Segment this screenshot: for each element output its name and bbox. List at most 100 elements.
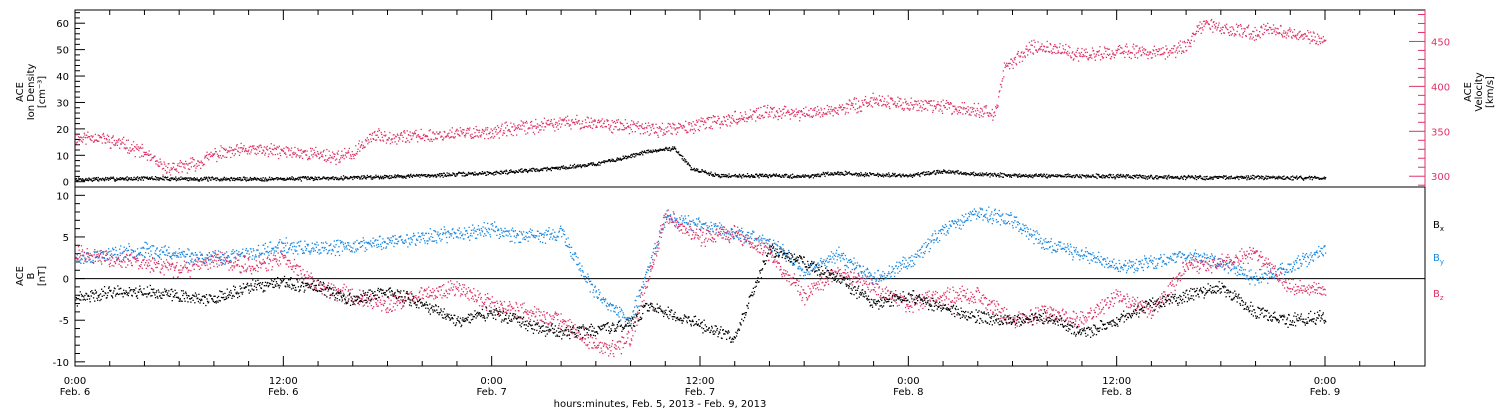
velocity-series-point xyxy=(401,132,402,133)
velocity-series-point xyxy=(938,110,939,111)
velocity-series-point xyxy=(779,116,780,117)
velocity-series-point xyxy=(977,108,978,109)
velocity-series-point xyxy=(1077,48,1078,49)
density-series-point xyxy=(129,178,130,179)
velocity-series-point xyxy=(1188,40,1189,41)
velocity-series-point xyxy=(585,119,586,120)
velocity-series-point xyxy=(1113,52,1114,53)
velocity-series-point xyxy=(192,157,193,158)
density-series-point xyxy=(401,175,402,176)
density-series-point xyxy=(1025,174,1026,175)
velocity-series-point xyxy=(698,119,699,120)
velocity-series-point xyxy=(176,168,177,169)
velocity-series-point xyxy=(1226,24,1227,25)
density-series-point xyxy=(556,168,557,169)
velocity-series-point xyxy=(150,154,151,155)
by-series-point xyxy=(110,251,111,252)
velocity-series-point xyxy=(400,135,401,136)
velocity-series-point xyxy=(343,155,344,156)
velocity-series-point xyxy=(1161,48,1162,49)
velocity-series-point xyxy=(610,125,611,126)
velocity-series-point xyxy=(831,111,832,112)
density-series-point xyxy=(1040,175,1041,176)
velocity-series-point xyxy=(1185,46,1186,47)
density-series-point xyxy=(758,175,759,176)
velocity-series-point xyxy=(943,100,944,101)
velocity-series-point xyxy=(766,112,767,113)
density-series-point xyxy=(85,178,86,179)
velocity-series-point xyxy=(908,105,909,106)
by-series-point xyxy=(245,250,246,251)
velocity-series-point xyxy=(1165,45,1166,46)
velocity-series-point xyxy=(260,145,261,146)
velocity-series-point xyxy=(1180,47,1181,48)
velocity-series-point xyxy=(1004,67,1005,68)
velocity-series-point xyxy=(728,115,729,116)
velocity-series-point xyxy=(688,122,689,123)
velocity-series-point xyxy=(94,141,95,142)
velocity-series-point xyxy=(202,165,203,166)
velocity-series-point xyxy=(226,149,227,150)
density-series-point xyxy=(591,163,592,164)
density-series-point xyxy=(482,171,483,172)
velocity-series-point xyxy=(702,118,703,119)
density-series-point xyxy=(696,168,697,169)
by-series-point xyxy=(160,249,161,250)
by-series-point xyxy=(345,243,346,244)
velocity-series-point xyxy=(381,134,382,135)
velocity-series-point xyxy=(576,115,577,116)
density-series-point xyxy=(180,176,181,177)
density-series-point xyxy=(783,175,784,176)
velocity-series-point xyxy=(1134,54,1135,55)
by-series-point xyxy=(256,256,257,257)
density-series-point xyxy=(818,174,819,175)
velocity-series-point xyxy=(647,131,648,132)
by-series-point xyxy=(279,241,280,242)
density-series-point xyxy=(143,180,144,181)
velocity-series-point xyxy=(316,156,317,157)
density-series-point xyxy=(1033,176,1034,177)
velocity-series-point xyxy=(917,104,918,105)
velocity-series-point xyxy=(752,114,753,115)
by-series-point xyxy=(145,252,146,253)
velocity-series-point xyxy=(774,115,775,116)
velocity-series-point xyxy=(531,121,532,122)
velocity-series-point xyxy=(1054,52,1055,53)
velocity-series-point xyxy=(500,130,501,131)
velocity-series-point xyxy=(1264,32,1265,33)
velocity-series-point xyxy=(909,110,910,111)
velocity-series-point xyxy=(723,124,724,125)
velocity-series-point xyxy=(534,133,535,134)
velocity-series-point xyxy=(333,158,334,159)
velocity-series-point xyxy=(1077,50,1078,51)
velocity-series-point xyxy=(999,90,1000,91)
velocity-series-point xyxy=(1133,48,1134,49)
velocity-series-point xyxy=(510,131,511,132)
velocity-series-point xyxy=(940,109,941,110)
density-series-point xyxy=(973,172,974,173)
velocity-series-point xyxy=(933,100,934,101)
density-series-point xyxy=(936,172,937,173)
velocity-series-point xyxy=(693,121,694,122)
velocity-series-point xyxy=(186,163,187,164)
velocity-series-point xyxy=(471,138,472,139)
by-series-point xyxy=(305,250,306,251)
velocity-series-point xyxy=(912,108,913,109)
density-series-point xyxy=(996,176,997,177)
density-series-point xyxy=(1019,173,1020,174)
by-series-point xyxy=(132,250,133,251)
by-series-point xyxy=(114,254,115,255)
density-series-point xyxy=(357,178,358,179)
by-series-point xyxy=(246,248,247,249)
velocity-series-point xyxy=(1121,52,1122,53)
velocity-series-point xyxy=(1009,68,1010,69)
velocity-series-point xyxy=(1314,40,1315,41)
velocity-series-point xyxy=(524,130,525,131)
density-series-point xyxy=(1029,174,1030,175)
velocity-series-point xyxy=(78,136,79,137)
velocity-y-tick-label: 300 xyxy=(1431,172,1450,183)
by-series-point xyxy=(249,256,250,257)
velocity-series-point xyxy=(1168,52,1169,53)
density-series-point xyxy=(669,147,670,148)
velocity-series-point xyxy=(1305,34,1306,35)
